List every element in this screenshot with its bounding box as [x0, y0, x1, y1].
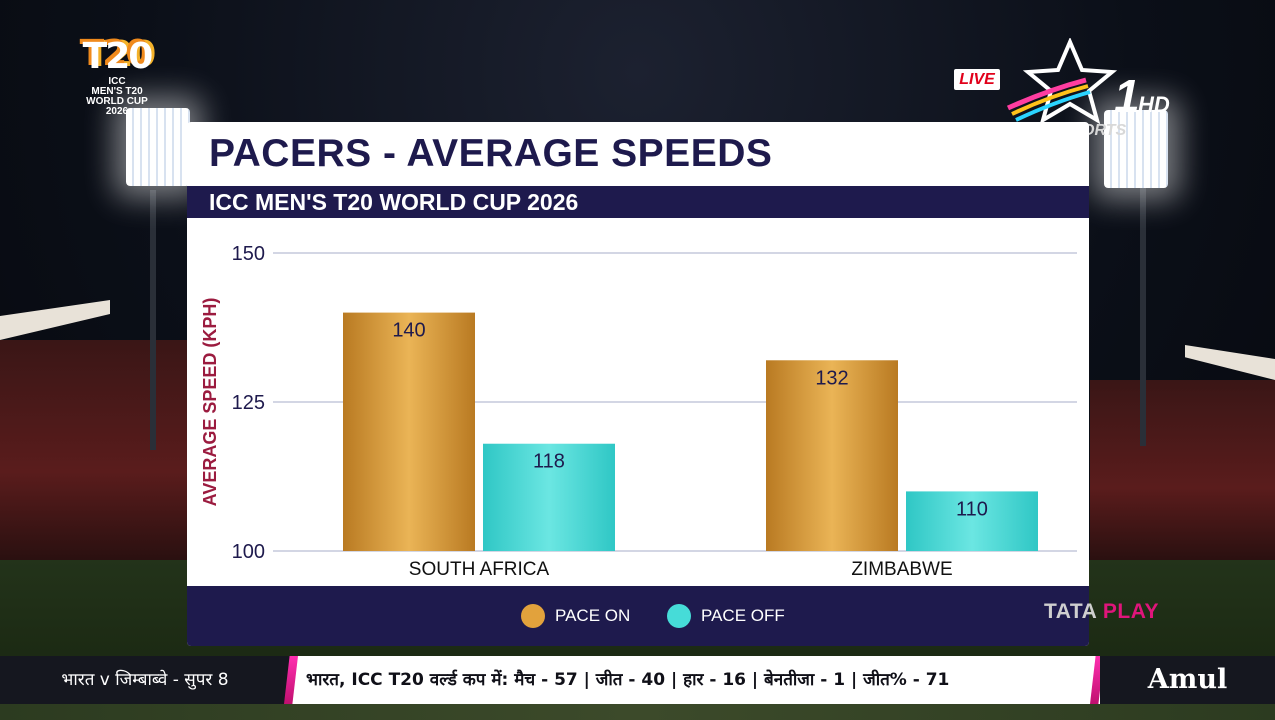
y-tick-label: 125	[232, 392, 265, 414]
x-category-label: SOUTH AFRICA	[409, 559, 550, 580]
live-badge: LIVE	[954, 69, 1000, 90]
ticker-stats-text: भारत, ICC T20 वर्ल्ड कप में: मैच - 57 | …	[306, 670, 950, 690]
tata-play-logo: TATA PLAY	[1044, 600, 1159, 624]
channel-number: 1	[1114, 70, 1140, 122]
legend-label: PACE OFF	[701, 606, 785, 625]
legend-swatch-pace-off	[667, 604, 691, 628]
outfield-strip	[0, 704, 1275, 720]
star-sports-logo: 1 HD STAR SPORTS हिन्दी	[998, 36, 1188, 178]
star-icon: 1 HD	[1006, 36, 1170, 125]
floodlight-pole-left	[150, 190, 156, 450]
t20-world-cup-logo: T20 ICC MEN'S T20 WORLD CUP 2026	[72, 36, 162, 146]
floodlight-left	[126, 108, 190, 186]
t20-logo-line: ICC	[108, 76, 126, 87]
canopy-right	[1185, 345, 1275, 380]
t20-logo-line: WORLD CUP	[86, 96, 148, 107]
bar-value-label: 110	[956, 498, 988, 520]
card-title: PACERS - AVERAGE SPEEDS	[209, 132, 773, 175]
sponsor-part-1: TATA	[1044, 600, 1097, 623]
bar-pace-on	[766, 360, 898, 551]
x-category-label: ZIMBABWE	[851, 559, 952, 580]
canopy-left	[0, 300, 110, 340]
legend-label: PACE ON	[555, 606, 631, 625]
chart-legend: PACE ON PACE OFF	[187, 586, 1089, 646]
bar-pace-off	[906, 491, 1038, 551]
stand-right	[1090, 380, 1275, 560]
legend-item-pace-on: PACE ON	[521, 604, 630, 628]
stand-left	[0, 340, 190, 560]
bar-chart: 100 125 150 AVERAGE SPEED (KPH) 140 118 SOUTH …	[200, 243, 1077, 580]
channel-hd: HD	[1138, 92, 1170, 117]
bar-value-label: 132	[815, 367, 848, 389]
t20-logo-line: 2026	[105, 106, 129, 117]
bar-pace-off	[483, 443, 615, 551]
bottom-ticker: भारत v जिम्बाब्वे - सुपर 8 भारत, ICC T20…	[0, 656, 1275, 704]
card-subtitle: ICC MEN'S T20 WORLD CUP 2026	[187, 186, 1089, 218]
t20-logo-line: MEN'S T20	[91, 86, 143, 97]
bar-value-label: 140	[392, 320, 425, 342]
floodlight-right	[1104, 110, 1168, 188]
sponsor-part-2: PLAY	[1102, 600, 1159, 623]
bar-pace-on	[343, 312, 475, 551]
t20-logo-mark: T20	[82, 36, 154, 77]
y-tick-label: 150	[232, 243, 265, 265]
legend-swatch-pace-on	[521, 604, 545, 628]
stats-card: PACERS - AVERAGE SPEEDS ICC MEN'S T20 WO…	[187, 122, 1089, 646]
ticker-match-label: भारत v जिम्बाब्वे - सुपर 8	[0, 656, 290, 704]
y-tick-label: 100	[232, 541, 265, 563]
floodlight-pole-right	[1140, 186, 1146, 446]
bar-value-label: 118	[533, 451, 565, 473]
legend-item-pace-off: PACE OFF	[667, 604, 785, 628]
y-axis-label: AVERAGE SPEED (KPH)	[200, 298, 220, 507]
amul-logo: Amul	[1100, 656, 1275, 704]
